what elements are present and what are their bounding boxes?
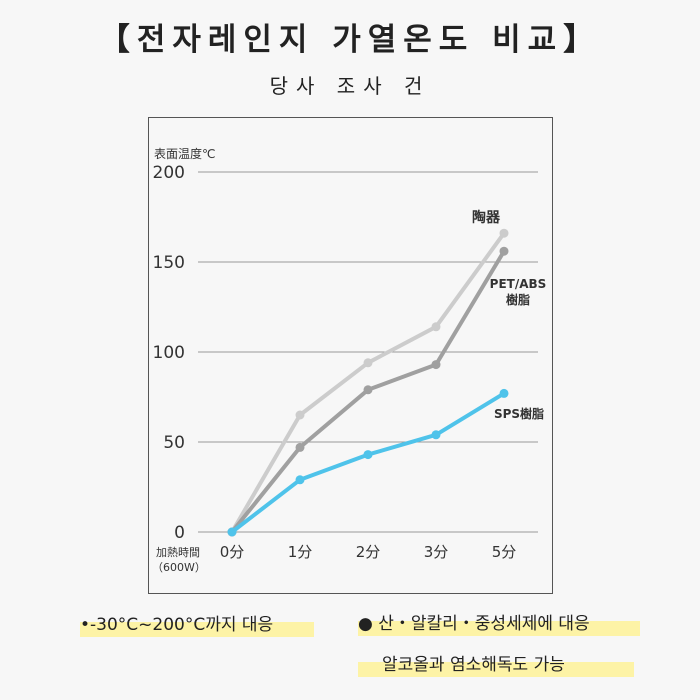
- feature: ● 산・알칼리・중성세제에 대응: [358, 609, 640, 636]
- point: [363, 450, 373, 460]
- point: [431, 430, 441, 440]
- x-axis-label: 加熱時間: [156, 546, 200, 559]
- point: [499, 246, 509, 256]
- y-tick-label: 200: [153, 163, 185, 183]
- y-tick-label: 100: [153, 343, 185, 363]
- y-tick-label: 0: [174, 523, 185, 543]
- series-label: 陶器: [472, 210, 500, 226]
- point: [295, 442, 305, 452]
- y-axis-label: 表面温度℃: [154, 146, 215, 161]
- title: 【전자레인지 가열온도 비교】: [98, 22, 602, 58]
- point: [431, 360, 441, 370]
- y-tick-label: 50: [163, 433, 185, 453]
- x-tick-label: 5分: [492, 543, 517, 561]
- x-tick-label: 2分: [356, 543, 381, 561]
- feature: 알코올과 염소해독도 가능: [358, 650, 634, 677]
- point: [499, 388, 509, 398]
- point: [227, 527, 237, 537]
- x-tick-label: 1分: [288, 543, 313, 561]
- x-tick-label: 3分: [424, 543, 449, 561]
- series-label: SPS樹脂: [493, 407, 545, 421]
- chart-frame: [148, 117, 553, 594]
- point: [363, 385, 373, 395]
- point: [295, 475, 305, 485]
- series-line: [230, 232, 506, 534]
- subtitle: 당사 조사 건: [269, 74, 431, 98]
- point: [363, 358, 373, 368]
- point: [295, 410, 305, 420]
- x-axis-label-note: （600W）: [152, 561, 206, 574]
- x-tick-label: 0分: [220, 543, 245, 561]
- series-label: PET/ABS樹脂: [489, 277, 547, 307]
- point: [431, 322, 441, 332]
- y-tick-label: 150: [153, 253, 185, 273]
- feature: •-30°C~200°C까지 대응: [80, 610, 314, 637]
- point: [499, 228, 509, 238]
